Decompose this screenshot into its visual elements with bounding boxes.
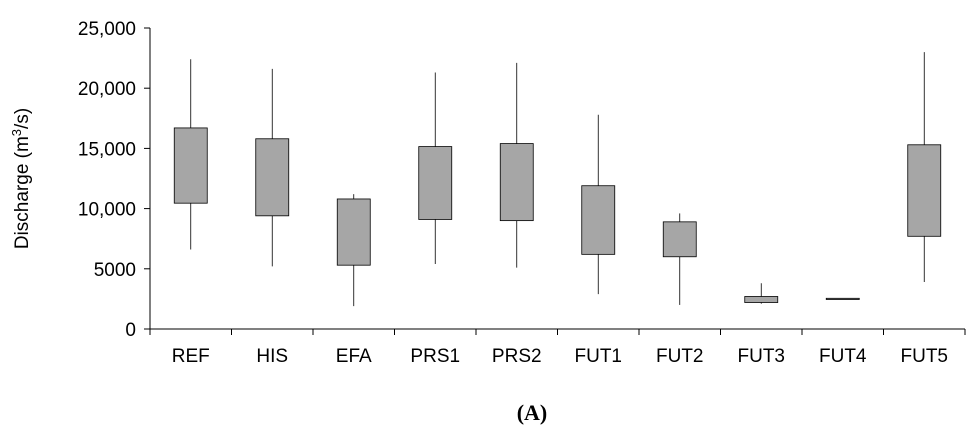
x-category-label: EFA [336, 346, 372, 367]
box-rect [581, 185, 616, 255]
box-rect [418, 146, 453, 220]
x-axis-labels: REF HIS EFA PRS1 PRS2 FUT1 FUT2 FUT3 FUT4 FUT5 [149, 329, 966, 367]
y-tick-label: 0 [125, 320, 136, 341]
box-rect [907, 144, 942, 237]
box-series [173, 52, 942, 307]
box-rect [825, 297, 860, 300]
y-axis-title: Discharge (m3/s) [9, 108, 34, 249]
box-ref [173, 59, 208, 250]
box-prs1 [418, 72, 453, 264]
box-fut1 [581, 114, 616, 295]
y-tick-label: 25,000 [78, 19, 136, 40]
x-category-label: FUT4 [819, 346, 867, 367]
x-category-label: FUT2 [656, 346, 704, 367]
y-tick-label: 5000 [94, 260, 136, 281]
y-axis-ticks: 0 5000 10,000 15,000 20,000 25,000 [78, 19, 150, 341]
x-category-label: FUT3 [738, 346, 786, 367]
x-category-label: REF [172, 346, 210, 367]
box-his [255, 68, 290, 267]
box-fut5 [907, 52, 942, 283]
x-category-label: PRS2 [492, 346, 542, 367]
x-category-label: FUT1 [575, 346, 623, 367]
box-fut4 [825, 297, 860, 300]
box-rect [499, 143, 534, 222]
y-tick-label: 20,000 [78, 79, 136, 100]
y-tick-label: 15,000 [78, 139, 136, 160]
box-fut2 [662, 213, 697, 305]
box-prs2 [499, 62, 534, 268]
x-category-label: PRS1 [410, 346, 460, 367]
x-category-label: HIS [256, 346, 288, 367]
box-rect [744, 296, 779, 303]
x-category-label: FUT5 [901, 346, 949, 367]
y-tick-label: 10,000 [78, 200, 136, 221]
box-rect [336, 198, 371, 266]
box-efa [336, 194, 371, 307]
panel-label: (A) [517, 400, 548, 425]
box-rect [662, 221, 697, 258]
box-rect [173, 127, 208, 204]
box-fut3 [744, 283, 779, 304]
box-rect [255, 138, 290, 217]
